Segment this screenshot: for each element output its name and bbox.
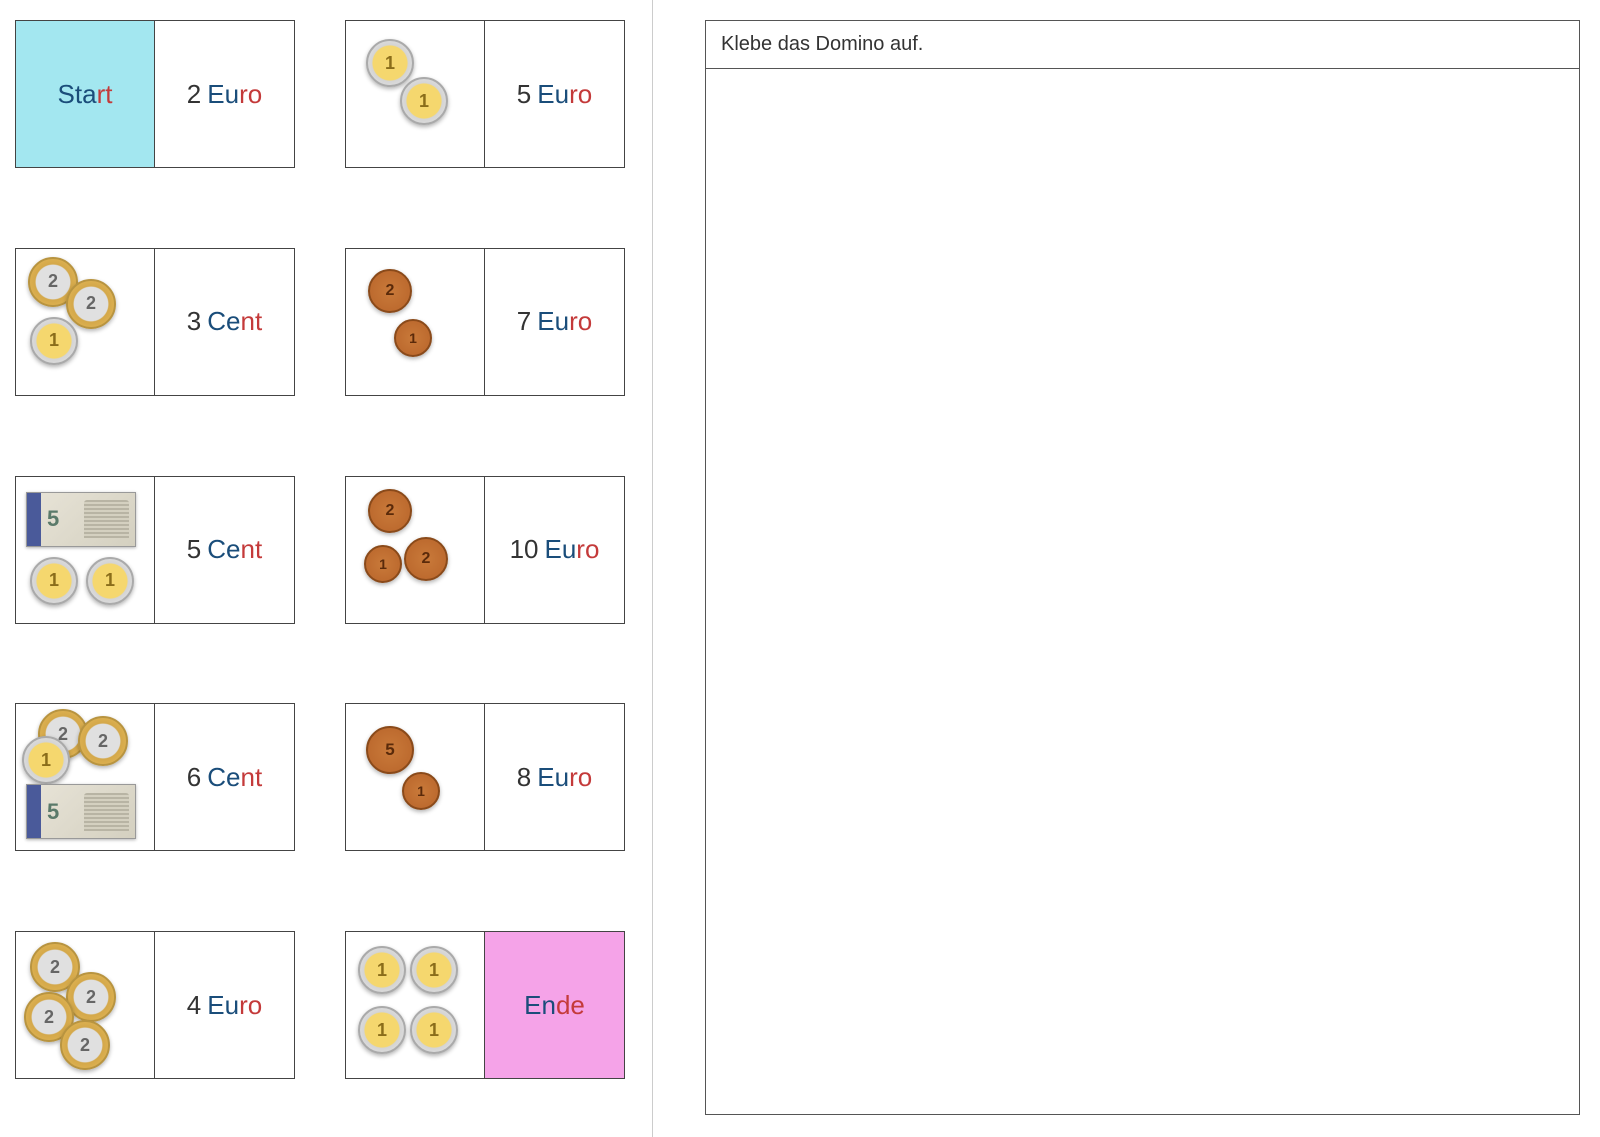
2cent-coin: 2 xyxy=(368,489,412,533)
domino-tile: 2222 4Euro xyxy=(15,931,295,1079)
domino-value-label: 10Euro xyxy=(510,534,600,565)
domino-right-half: 7Euro xyxy=(485,249,624,395)
domino-right-half: 8Euro xyxy=(485,704,624,850)
paste-area-title: Klebe das Domino auf. xyxy=(706,21,1579,69)
1cent-coin: 1 xyxy=(394,319,432,357)
1cent-coin: 1 xyxy=(402,772,440,810)
start-label: Start xyxy=(58,79,113,110)
1euro-coin: 1 xyxy=(86,557,134,605)
1euro-coin: 1 xyxy=(30,317,78,365)
domino-value-label: 3Cent xyxy=(187,306,262,337)
domino-left-half: Start xyxy=(16,21,155,167)
1euro-coin: 1 xyxy=(358,946,406,994)
domino-tile: 21210Euro xyxy=(345,476,625,624)
domino-left-half: 1111 xyxy=(346,932,485,1078)
domino-left-half: 21 xyxy=(346,249,485,395)
domino-value-label: 4Euro xyxy=(187,990,262,1021)
2cent-coin: 2 xyxy=(404,537,448,581)
1euro-coin: 1 xyxy=(410,946,458,994)
1euro-coin: 1 xyxy=(366,39,414,87)
domino-tile: 51 8Euro xyxy=(345,703,625,851)
1euro-coin: 1 xyxy=(410,1006,458,1054)
domino-right-half: 5Euro xyxy=(485,21,624,167)
domino-right-half: 6Cent xyxy=(155,704,294,850)
domino-right-half: 2Euro xyxy=(155,21,294,167)
domino-tile: 2215 6Cent xyxy=(15,703,295,851)
coin-area: 2215 xyxy=(16,704,154,850)
domino-value-label: 7Euro xyxy=(517,306,592,337)
domino-tile: 221 3Cent xyxy=(15,248,295,396)
2euro-coin: 2 xyxy=(60,1020,110,1070)
2euro-coin: 2 xyxy=(66,279,116,329)
domino-right-half: 10Euro xyxy=(485,477,624,623)
coin-area: 221 xyxy=(16,249,154,395)
domino-tile: 5 11 5Cent xyxy=(15,476,295,624)
domino-tile: 217Euro xyxy=(345,248,625,396)
domino-left-half: 11 xyxy=(346,21,485,167)
2cent-coin: 2 xyxy=(368,269,412,313)
domino-value-label: 5Cent xyxy=(187,534,262,565)
domino-right-half: 4Euro xyxy=(155,932,294,1078)
end-label: Ende xyxy=(524,990,585,1021)
domino-right-half: 5Cent xyxy=(155,477,294,623)
domino-value-label: 6Cent xyxy=(187,762,262,793)
1cent-coin: 1 xyxy=(364,545,402,583)
domino-value-label: 8Euro xyxy=(517,762,592,793)
coin-area: 2222 xyxy=(16,932,154,1078)
paste-area: Klebe das Domino auf. xyxy=(705,20,1580,1115)
domino-value-label: 5Euro xyxy=(517,79,592,110)
coin-area: 21 xyxy=(346,249,484,395)
2euro-coin: 2 xyxy=(78,716,128,766)
coin-area: 212 xyxy=(346,477,484,623)
domino-left-half: 51 xyxy=(346,704,485,850)
domino-left-half: 221 xyxy=(16,249,155,395)
domino-right-half: Ende xyxy=(485,932,624,1078)
coin-area: 5 11 xyxy=(16,477,154,623)
domino-tile: Start 2Euro xyxy=(15,20,295,168)
domino-tile: 1111Ende xyxy=(345,931,625,1079)
1euro-coin: 1 xyxy=(358,1006,406,1054)
domino-grid: Start2Euro115Euro2213Cent217Euro5115Cent… xyxy=(0,0,640,1137)
1euro-coin: 1 xyxy=(400,77,448,125)
banknote-5euro: 5 xyxy=(26,784,136,839)
domino-left-half: 5 11 xyxy=(16,477,155,623)
domino-tile: 11 5Euro xyxy=(345,20,625,168)
domino-value-label: 2Euro xyxy=(187,79,262,110)
domino-left-half: 212 xyxy=(346,477,485,623)
domino-right-half: 3Cent xyxy=(155,249,294,395)
coin-area: 51 xyxy=(346,704,484,850)
banknote-5euro: 5 xyxy=(26,492,136,547)
domino-left-half: 2215 xyxy=(16,704,155,850)
domino-left-half: 2222 xyxy=(16,932,155,1078)
1euro-coin: 1 xyxy=(22,736,70,784)
1euro-coin: 1 xyxy=(30,557,78,605)
5cent-coin: 5 xyxy=(366,726,414,774)
coin-area: 1111 xyxy=(346,932,484,1078)
coin-area: 11 xyxy=(346,21,484,167)
page-divider xyxy=(652,0,653,1137)
